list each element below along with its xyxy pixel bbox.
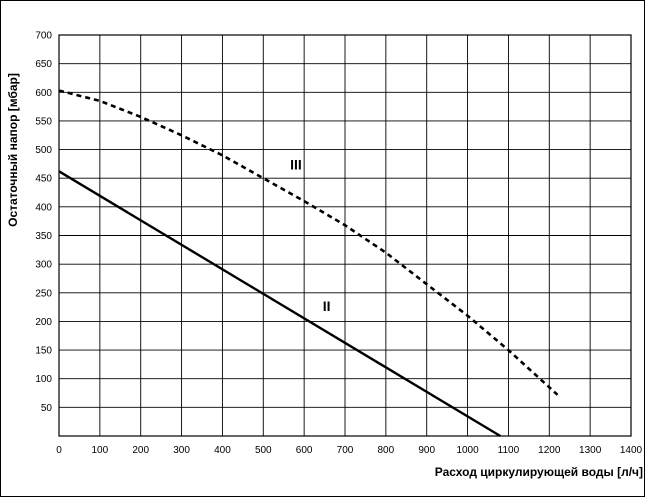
- plot-border: [58, 34, 632, 437]
- x-tick-label: 400: [214, 445, 231, 456]
- series-label: III: [290, 157, 302, 173]
- y-tick-label: 550: [35, 116, 52, 127]
- x-tick-label: 800: [378, 445, 395, 456]
- x-tick-label: 200: [132, 445, 149, 456]
- x-tick-label: 1100: [498, 445, 520, 456]
- x-tick-label: 0: [56, 445, 62, 456]
- x-tick-label: 700: [337, 445, 354, 456]
- x-tick-label: 1400: [620, 445, 643, 456]
- y-axis-title: Остаточный напор [мбар]: [6, 73, 20, 227]
- series-line-II: [58, 170, 501, 438]
- y-tick-labels: 50 100 150 200 250 300 350 400 450 500 550 600 650 70…: [35, 31, 52, 414]
- grid: [58, 34, 632, 436]
- x-tick-label: 500: [255, 445, 272, 456]
- x-axis-title: Расход циркулирующей воды [л/ч]: [435, 465, 643, 479]
- y-tick-label: 600: [35, 88, 52, 99]
- y-tick-label: 100: [35, 374, 52, 385]
- x-tick-label: 1300: [579, 445, 602, 456]
- x-tick-label: 600: [296, 445, 313, 456]
- y-tick-label: 400: [35, 202, 52, 213]
- series-label: II: [323, 298, 331, 314]
- y-tick-label: 50: [41, 403, 53, 414]
- y-tick-label: 350: [35, 231, 52, 242]
- y-tick-label: 500: [35, 145, 52, 156]
- x-tick-label: 1000: [456, 445, 479, 456]
- x-tick-label: 900: [418, 445, 435, 456]
- x-tick-label: 300: [173, 445, 190, 456]
- x-tick-labels: 0 100 200 300 400 500 600 700 800 900 1000 1100 1200…: [56, 445, 642, 456]
- x-tick-label: 100: [92, 445, 109, 456]
- y-tick-label: 150: [35, 346, 52, 357]
- y-tick-label: 450: [35, 174, 52, 185]
- y-tick-label: 650: [35, 59, 52, 70]
- y-tick-label: 200: [35, 317, 52, 328]
- x-tick-label: 1200: [538, 445, 561, 456]
- y-tick-label: 250: [35, 288, 52, 299]
- y-tick-label: 300: [35, 260, 52, 271]
- series-line-III: [58, 89, 559, 396]
- series-group: [58, 89, 559, 438]
- y-tick-label: 700: [35, 31, 52, 42]
